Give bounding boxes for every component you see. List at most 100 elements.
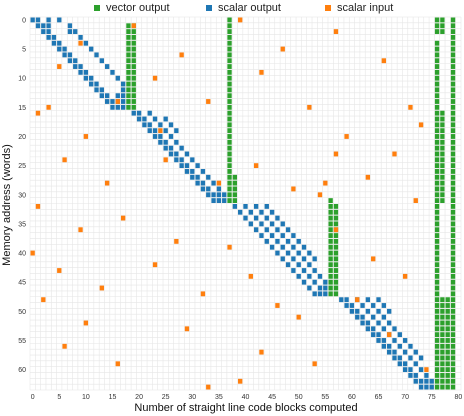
cell-scalar-output xyxy=(120,104,126,110)
cell-vector-output xyxy=(434,87,440,93)
x-tick-label: 20 xyxy=(135,394,143,401)
cell-scalar-input xyxy=(206,99,211,104)
cell-vector-output xyxy=(434,384,440,390)
cell-scalar-output xyxy=(275,215,280,221)
cell-scalar-input xyxy=(371,256,376,262)
cell-vector-output xyxy=(440,367,445,373)
x-tick-label: 25 xyxy=(162,394,170,401)
cell-scalar-output xyxy=(296,238,301,244)
cell-vector-output xyxy=(328,238,333,244)
cell-scalar-output xyxy=(365,326,371,332)
cell-scalar-input xyxy=(291,186,296,192)
cell-scalar-output xyxy=(392,338,397,343)
cell-scalar-output xyxy=(360,320,365,326)
cell-vector-output xyxy=(445,378,450,384)
cell-vector-output xyxy=(440,186,445,192)
cell-vector-output xyxy=(434,163,440,169)
cell-scalar-output xyxy=(387,320,392,326)
cell-scalar-output xyxy=(301,279,307,285)
cell-scalar-input xyxy=(174,238,179,244)
cell-vector-output xyxy=(450,343,456,349)
cell-vector-output xyxy=(227,186,232,192)
cell-scalar-output xyxy=(163,139,168,145)
cell-scalar-output xyxy=(402,338,408,343)
cell-scalar-output xyxy=(376,332,381,338)
cell-scalar-output xyxy=(142,116,147,122)
cell-scalar-output xyxy=(46,17,51,23)
cell-scalar-output xyxy=(179,145,184,151)
cell-vector-output xyxy=(434,215,440,221)
cell-scalar-output xyxy=(30,17,35,23)
cell-scalar-input xyxy=(41,297,46,303)
cell-vector-output xyxy=(450,75,456,81)
cell-vector-output xyxy=(445,314,450,320)
cell-scalar-input xyxy=(312,361,317,367)
cell-scalar-input xyxy=(424,367,429,373)
cell-vector-output xyxy=(126,29,131,34)
cell-scalar-output xyxy=(94,81,99,87)
cell-vector-output xyxy=(434,326,440,332)
cell-vector-output xyxy=(434,291,440,297)
cell-vector-output xyxy=(434,262,440,268)
cell-vector-output xyxy=(450,338,456,343)
cell-vector-output xyxy=(434,314,440,320)
cell-vector-output xyxy=(450,192,456,198)
cell-vector-output xyxy=(227,34,232,40)
cell-scalar-output xyxy=(355,314,360,320)
cell-scalar-output xyxy=(413,349,418,355)
cell-vector-output xyxy=(434,250,440,256)
cell-vector-output xyxy=(445,297,450,303)
cell-scalar-output xyxy=(301,244,307,250)
cell-scalar-output xyxy=(301,268,307,273)
cell-scalar-output xyxy=(317,273,323,279)
cell-scalar-input xyxy=(333,29,339,34)
cell-vector-output xyxy=(440,192,445,198)
cell-scalar-output xyxy=(269,233,275,238)
cell-vector-output xyxy=(328,244,333,250)
cell-scalar-output xyxy=(339,297,344,303)
cell-vector-output xyxy=(450,285,456,291)
cell-vector-output xyxy=(450,169,456,174)
cell-scalar-output xyxy=(78,64,83,69)
cell-vector-output xyxy=(450,332,456,338)
cell-vector-output xyxy=(333,221,339,227)
cell-scalar-input xyxy=(62,157,67,163)
cell-vector-output xyxy=(450,204,456,209)
cell-scalar-output xyxy=(110,104,115,110)
cell-scalar-output xyxy=(232,204,238,209)
cell-scalar-output xyxy=(413,373,418,378)
cell-vector-output xyxy=(450,64,456,69)
cell-scalar-output xyxy=(402,367,408,373)
grid xyxy=(29,16,462,391)
x-tick-label: 15 xyxy=(109,394,117,401)
cell-vector-output xyxy=(440,349,445,355)
cell-vector-output xyxy=(440,145,445,151)
cell-scalar-output xyxy=(307,262,312,268)
cell-vector-output xyxy=(328,215,333,221)
cell-vector-output xyxy=(227,104,232,110)
cell-scalar-input xyxy=(381,58,387,64)
cell-vector-output xyxy=(450,373,456,378)
cell-scalar-output xyxy=(99,58,104,64)
cell-vector-output xyxy=(434,17,440,23)
cell-scalar-input xyxy=(200,291,206,297)
cell-scalar-output xyxy=(110,99,115,104)
cell-vector-output xyxy=(450,256,456,262)
cell-vector-output xyxy=(227,64,232,69)
cell-scalar-output xyxy=(67,58,73,64)
cell-scalar-output xyxy=(264,227,269,233)
cell-vector-output xyxy=(450,40,456,46)
cell-vector-output xyxy=(126,81,131,87)
cell-vector-output xyxy=(126,46,131,52)
cell-scalar-output xyxy=(179,157,184,163)
cell-scalar-output xyxy=(424,373,429,378)
cell-vector-output xyxy=(434,139,440,145)
cell-scalar-output xyxy=(184,169,190,174)
cell-scalar-output xyxy=(163,128,168,134)
cell-scalar-output xyxy=(99,87,104,93)
legend-label-scalar-output: scalar output xyxy=(218,2,281,14)
cell-scalar-input xyxy=(120,215,126,221)
cell-vector-output xyxy=(227,139,232,145)
cell-vector-output xyxy=(328,204,333,209)
cell-vector-output xyxy=(227,145,232,151)
